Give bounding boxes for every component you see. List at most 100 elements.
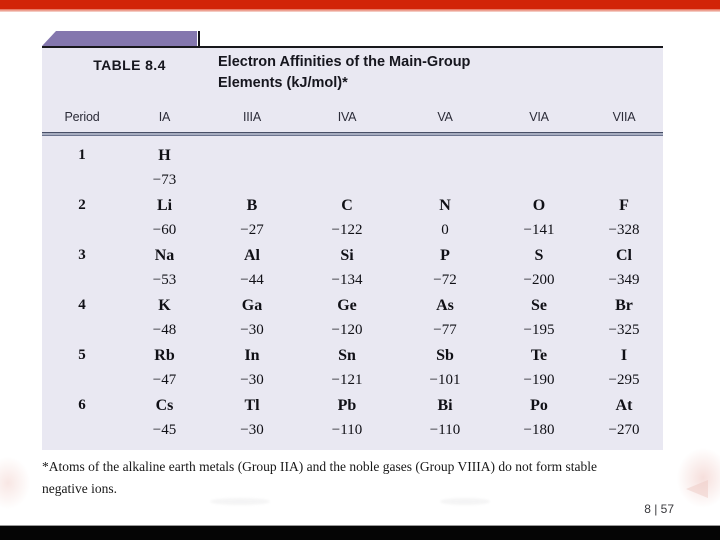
table-row: 1 H −73 — [42, 142, 663, 192]
period-number: 1 — [78, 147, 86, 163]
period-cell: 3 — [42, 242, 122, 292]
element-cell: K −48 — [122, 292, 207, 342]
element-symbol: At — [615, 396, 633, 414]
element-cell: Tl −30 — [207, 392, 297, 442]
element-symbol: Pb — [337, 396, 357, 414]
column-header: VA — [437, 110, 453, 124]
period-cell: 5 — [42, 342, 122, 392]
element-symbol: Se — [531, 296, 547, 314]
element-value: −53 — [152, 272, 177, 288]
watermark-right-chevron — [686, 480, 708, 498]
element-cell: Cs −45 — [122, 392, 207, 442]
element-symbol: Ge — [337, 296, 357, 314]
element-cell: F −328 — [585, 192, 663, 242]
element-cell: Cl −349 — [585, 242, 663, 292]
element-symbol: Cl — [616, 246, 632, 264]
table-label-tab — [42, 31, 197, 46]
element-symbol: H — [158, 146, 171, 164]
top-red-bar — [0, 0, 720, 9]
element-value: −180 — [523, 422, 555, 438]
element-value: 0 — [441, 222, 449, 238]
element-cell: S −200 — [493, 242, 585, 292]
element-cell: In −30 — [207, 342, 297, 392]
element-symbol: S — [534, 246, 544, 264]
element-cell: C −122 — [297, 192, 397, 242]
column-header: IVA — [337, 110, 357, 124]
element-value: −47 — [152, 372, 177, 388]
table-row: 3 Na −53 Al −44 Si −134 P −72 S −200 Cl −349 — [42, 242, 663, 292]
period-cell: 1 — [42, 142, 122, 192]
header-rule — [42, 132, 663, 136]
element-cell: Ga −30 — [207, 292, 297, 342]
element-symbol: Te — [530, 346, 548, 364]
element-value: −110 — [331, 422, 363, 438]
element-symbol: C — [341, 196, 353, 214]
empty-cell — [207, 142, 297, 192]
element-cell: As −77 — [397, 292, 493, 342]
element-cell: Sn −121 — [297, 342, 397, 392]
element-cell: O −141 — [493, 192, 585, 242]
element-cell: Po −180 — [493, 392, 585, 442]
watermark-left — [0, 448, 38, 518]
element-cell: Br −325 — [585, 292, 663, 342]
element-cell: B −27 — [207, 192, 297, 242]
period-number: 2 — [78, 197, 86, 213]
element-cell: I −295 — [585, 342, 663, 392]
element-value: −325 — [608, 322, 640, 338]
element-symbol: Al — [244, 246, 260, 264]
element-value: −101 — [429, 372, 461, 388]
table-title-line2: Elements (kJ/mol)* — [218, 75, 348, 91]
element-value: −295 — [608, 372, 640, 388]
column-header: IIIA — [243, 110, 261, 124]
top-red-bar-fade — [0, 9, 720, 12]
table-title: Electron Affinities of the Main-Group El… — [218, 52, 638, 94]
table-figure: TABLE 8.4 Electron Affinities of the Mai… — [42, 46, 663, 450]
element-symbol: N — [439, 196, 451, 214]
period-number: 6 — [78, 397, 86, 413]
column-header: IA — [158, 110, 171, 124]
element-cell: Si −134 — [297, 242, 397, 292]
footnote-line2: negative ions. — [42, 480, 117, 496]
table-row: 4 K −48 Ga −30 Ge −120 As −77 Se −195 Br −325 — [42, 292, 663, 342]
element-value: −73 — [152, 172, 177, 188]
element-cell: Al −44 — [207, 242, 297, 292]
element-cell: Rb −47 — [122, 342, 207, 392]
element-symbol: Ga — [241, 296, 263, 314]
element-symbol: Sb — [436, 346, 454, 364]
element-value: −30 — [240, 372, 264, 388]
page-indicator: 8 | 57 — [644, 502, 674, 516]
element-value: −110 — [429, 422, 461, 438]
element-value: −195 — [523, 322, 555, 338]
element-cell: Ge −120 — [297, 292, 397, 342]
period-cell: 2 — [42, 192, 122, 242]
element-value: −30 — [240, 322, 264, 338]
table-footnote: *Atoms of the alkaline earth metals (Gro… — [42, 456, 667, 499]
element-cell: Te −190 — [493, 342, 585, 392]
element-value: −120 — [331, 322, 363, 338]
element-value: −27 — [240, 222, 264, 238]
element-cell: Bi −110 — [397, 392, 493, 442]
element-cell: Sb −101 — [397, 342, 493, 392]
element-cell: At −270 — [585, 392, 663, 442]
element-symbol: Li — [156, 196, 173, 214]
element-symbol: P — [440, 246, 450, 264]
table-row: 6 Cs −45 Tl −30 Pb −110 Bi −110 Po −180 At −270 — [42, 392, 663, 442]
empty-cell — [493, 142, 585, 192]
element-symbol: O — [532, 196, 546, 214]
column-headers: Period IA IIIA IVA VA VIA VIIA — [42, 110, 663, 124]
element-symbol: F — [619, 196, 629, 214]
element-symbol: Po — [530, 396, 548, 414]
period-number: 5 — [78, 347, 86, 363]
period-number: 3 — [78, 247, 86, 263]
smudge-1 — [210, 498, 270, 505]
element-value: −141 — [523, 222, 555, 238]
element-value: −190 — [523, 372, 555, 388]
element-symbol: Cs — [155, 396, 174, 414]
empty-cell — [585, 142, 663, 192]
element-value: −30 — [240, 422, 264, 438]
element-value: −72 — [433, 272, 457, 288]
element-cell: Pb −110 — [297, 392, 397, 442]
smudge-2 — [440, 498, 490, 505]
element-cell: Se −195 — [493, 292, 585, 342]
